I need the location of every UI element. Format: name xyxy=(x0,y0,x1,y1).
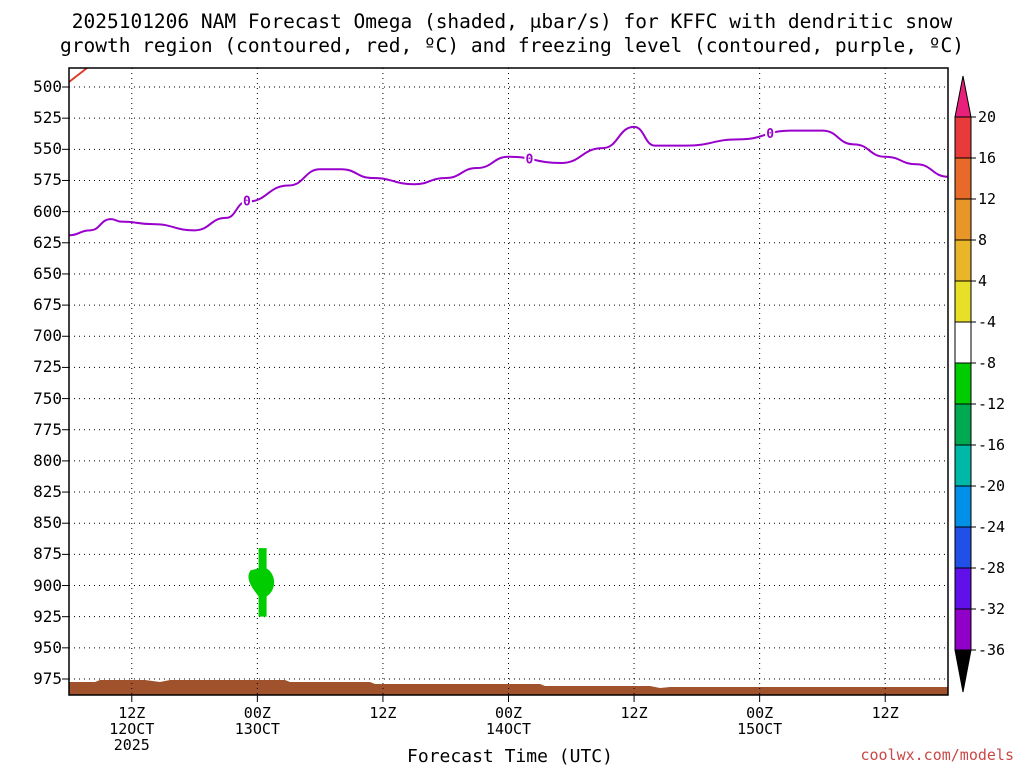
x-tick-label: 13OCT xyxy=(234,720,280,738)
colorbar-label: 4 xyxy=(978,272,988,290)
y-tick-label: 800 xyxy=(33,450,62,470)
y-tick-label: 925 xyxy=(33,606,62,626)
colorbar-swatch xyxy=(954,198,972,241)
colorbar-swatch xyxy=(954,280,972,323)
colorbar-swatch xyxy=(954,567,972,610)
colorbar-swatch xyxy=(954,239,972,282)
chart-title-line1: 2025101206 NAM Forecast Omega (shaded, μ… xyxy=(71,10,953,33)
terrain-area xyxy=(69,680,948,695)
x-tick-label: 12Z xyxy=(871,704,899,722)
x-tick-label: 2025 xyxy=(113,736,150,754)
colorbar-label: -24 xyxy=(978,518,1006,536)
colorbar-swatch xyxy=(954,362,972,405)
x-tick-label: 12Z xyxy=(620,704,648,722)
colorbar-swatch xyxy=(954,444,972,487)
colorbar-label: -36 xyxy=(978,641,1006,659)
colorbar-swatch xyxy=(954,157,972,200)
y-tick-label: 525 xyxy=(33,108,62,128)
y-tick-label: 675 xyxy=(33,295,62,315)
chart-title-line2: growth region (contoured, red, ºC) and f… xyxy=(60,34,964,57)
x-tick-label: 14OCT xyxy=(485,720,532,738)
colorbar-label: -20 xyxy=(978,477,1006,495)
y-tick-label: 825 xyxy=(33,482,62,502)
x-tick-label: 12OCT xyxy=(109,720,155,738)
colorbar-bottom-triangle xyxy=(954,649,972,693)
colorbar-label: -4 xyxy=(978,313,997,331)
y-tick-label: 875 xyxy=(33,544,62,564)
x-tick-label: 00Z xyxy=(746,704,774,722)
freezing-level-label: 0 xyxy=(526,152,534,167)
colorbar-swatch xyxy=(954,608,972,651)
y-tick-label: 950 xyxy=(33,637,62,657)
contour-label-bg xyxy=(524,151,535,166)
x-tick-label: 00Z xyxy=(243,704,271,722)
freezing-level-label: 0 xyxy=(243,195,251,210)
x-tick-label: 00Z xyxy=(494,704,523,722)
colorbar-label: 12 xyxy=(978,190,997,208)
contour-label-bg xyxy=(765,126,776,141)
x-tick-label: 12Z xyxy=(118,704,146,722)
x-axis-title: Forecast Time (UTC) xyxy=(407,746,613,767)
contour-label-bg xyxy=(241,193,252,208)
colorbar-label: 8 xyxy=(978,231,988,249)
plot-frame xyxy=(68,67,949,696)
credit-link[interactable]: coolwx.com/models xyxy=(860,746,1014,764)
colorbar-label: -12 xyxy=(978,395,1006,413)
y-tick-label: 775 xyxy=(33,419,62,439)
omega-shaded-region xyxy=(248,548,275,617)
colorbar-label: -32 xyxy=(978,600,1006,618)
colorbar-label: -28 xyxy=(978,559,1006,577)
y-tick-label: 850 xyxy=(33,513,62,533)
colorbar-swatch xyxy=(954,116,972,159)
colorbar-swatch xyxy=(954,526,972,569)
dendritic-growth-contour xyxy=(68,67,88,83)
y-tick-label: 575 xyxy=(33,170,62,190)
y-tick-label: 900 xyxy=(33,575,62,595)
colorbar-top-triangle xyxy=(954,75,972,118)
freezing-level-label: 0 xyxy=(766,127,774,142)
x-tick-label: 12Z xyxy=(369,704,397,722)
y-tick-label: 750 xyxy=(33,388,62,408)
y-tick-label: 725 xyxy=(33,357,62,377)
y-tick-label: 975 xyxy=(33,669,62,688)
y-tick-label: 650 xyxy=(33,263,62,283)
colorbar-label: 16 xyxy=(978,149,997,167)
colorbar-swatch xyxy=(954,321,972,364)
x-tick-label: 15OCT xyxy=(737,720,783,738)
colorbar-swatch xyxy=(954,485,972,528)
colorbar-label: 20 xyxy=(978,108,997,126)
colorbar-label: -16 xyxy=(978,436,1006,454)
colorbar-swatch xyxy=(954,403,972,446)
y-tick-label: 500 xyxy=(33,77,62,96)
y-tick-label: 625 xyxy=(33,232,62,252)
y-tick-label: 600 xyxy=(33,201,62,221)
y-tick-label: 550 xyxy=(33,139,62,159)
y-tick-label: 700 xyxy=(33,326,62,346)
colorbar-label: -8 xyxy=(978,354,997,372)
freezing-level-contour xyxy=(68,125,949,237)
